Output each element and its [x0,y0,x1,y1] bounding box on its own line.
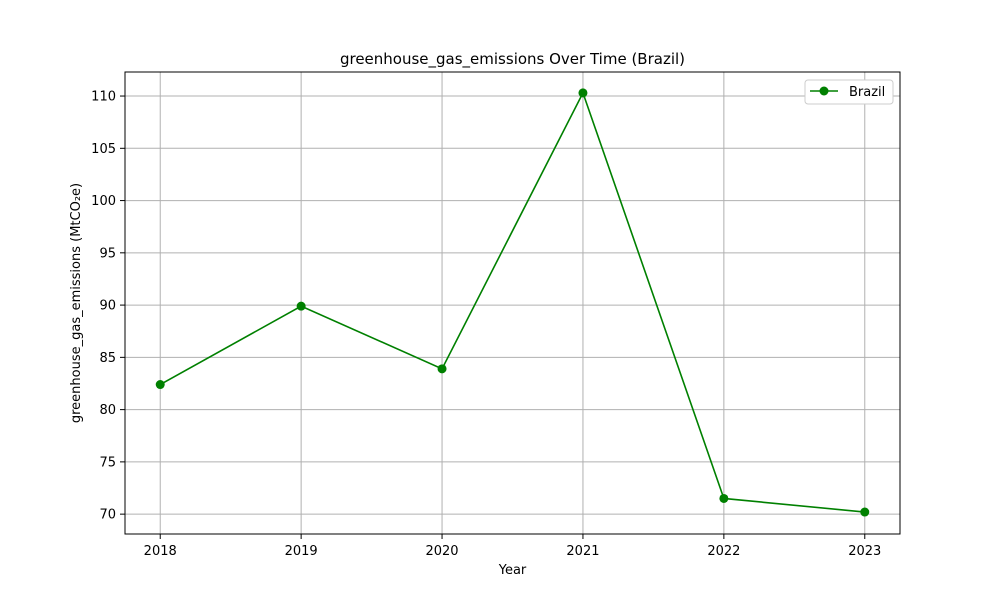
x-tick-label: 2020 [425,544,458,559]
series-line-brazil [159,90,865,513]
x-tick-label: 2018 [144,544,177,559]
y-tick-label: 90 [99,299,116,314]
data-point-brazil [296,301,306,311]
data-point-brazil [860,507,870,517]
y-tick-label: 70 [99,508,116,523]
data-point-brazil [437,364,447,374]
grid-layer [125,72,900,534]
plot-area-frame [124,71,901,535]
y-tick-label: 105 [91,142,116,157]
data-point-brazil [155,380,165,390]
y-tick-label: 75 [99,455,116,470]
x-tick-label: 2021 [566,544,599,559]
legend: Brazil [804,79,894,105]
x-axis-label: Year [498,563,527,578]
y-tick-label: 95 [99,246,116,261]
series-layer [155,88,870,517]
x-tick-label: 2019 [285,544,318,559]
y-tick-label: 80 [99,403,116,418]
y-tick-label: 85 [99,351,116,366]
y-tick-label: 100 [91,194,116,209]
y-tick-label: 110 [91,90,116,105]
data-point-brazil [578,88,588,98]
x-tick-label: 2023 [848,544,881,559]
data-point-brazil [719,493,729,503]
chart-title: greenhouse_gas_emissions Over Time (Braz… [340,50,685,69]
x-tick-label: 2022 [707,544,740,559]
legend-marker-brazil [819,86,829,96]
legend-label-brazil: Brazil [849,85,885,100]
y-axis-label: greenhouse_gas_emissions (MtCO₂e) [69,183,84,423]
tick-layer: 2018 2019 2020 2021 2022 2023 70 75 80 85 90 95 100 1… [91,90,881,559]
legend-box [804,79,894,105]
